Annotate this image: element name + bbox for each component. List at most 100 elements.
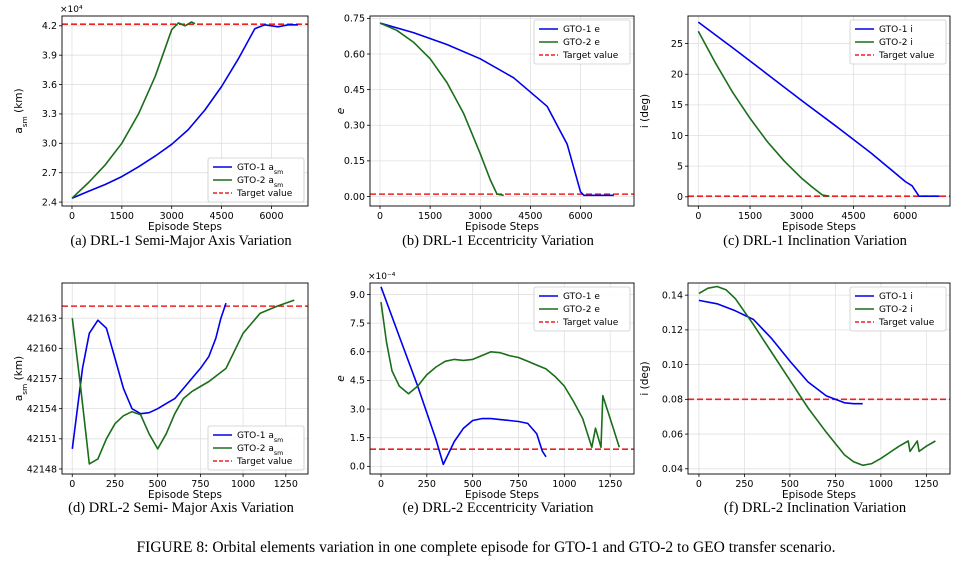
x-tick-label: 250 [735, 479, 753, 490]
legend-label: GTO-2 i [879, 305, 913, 315]
y-tick-label: 3.3 [42, 109, 57, 120]
y-tick-label: 25 [671, 39, 683, 50]
x-tick-label: 250 [106, 479, 124, 490]
legend-label: GTO-2 e [563, 305, 600, 315]
y-tick-label: 9.0 [350, 290, 365, 301]
legend-label: Target value [236, 457, 293, 467]
y-tick-label: 42163 [27, 313, 57, 324]
x-tick-label: 1000 [552, 479, 576, 490]
x-tick-label: 0 [696, 479, 702, 490]
series-line [379, 22, 504, 197]
y-tick-label: 0.10 [662, 360, 683, 371]
y-tick-label: 42160 [27, 344, 57, 355]
plot-frame [687, 282, 951, 475]
legend-box [849, 19, 947, 65]
chart-panel: 0 250 500 750 1000 1250 42148 42151 42154 42157 42… [13, 282, 309, 516]
y-tick-label: 0.00 [344, 192, 365, 203]
y-tick-label: 0.08 [662, 395, 683, 406]
y-tick-label: 0.30 [344, 121, 365, 132]
y-tick-label: 6.0 [350, 347, 365, 358]
y-axis-label: asm (km) [13, 88, 29, 133]
legend-label: GTO-1 asm [237, 163, 283, 176]
y-tick-label: 0.0 [350, 462, 365, 473]
y-tick-label: 3.9 [42, 50, 57, 61]
legend-label: Target value [878, 318, 935, 328]
series-line [698, 285, 936, 467]
x-tick-label: 500 [781, 479, 799, 490]
x-tick-label: 6000 [568, 211, 592, 222]
x-axis-label: Episode Steps [782, 221, 856, 233]
x-tick-label: 500 [149, 479, 167, 490]
x-tick-label: 0 [69, 211, 75, 222]
legend-label: GTO-2 asm [237, 176, 283, 189]
y-tick-label: 0.04 [662, 464, 683, 475]
y-tick-label: 7.5 [350, 318, 365, 329]
x-tick-label: 4500 [518, 211, 542, 222]
x-tick-label: 750 [191, 479, 209, 490]
series-line [380, 301, 621, 449]
subfigure-caption: (d) DRL-2 Semi- Major Axis Variation [68, 500, 294, 516]
x-tick-label: 6000 [259, 211, 283, 222]
y-tick-label: 3.6 [42, 80, 57, 91]
chart-panel: 0 1500 3000 4500 6000 0 5 10 15 20 25 Episode Steps… [639, 15, 951, 249]
plot-frame [369, 282, 635, 475]
y-multiplier: ×10⁻⁴ [368, 272, 396, 282]
legend-label: GTO-1 asm [237, 431, 283, 444]
y-tick-label: 4.2 [42, 21, 57, 32]
x-axis-label: Episode Steps [782, 489, 856, 501]
x-tick-label: 3000 [468, 211, 492, 222]
y-tick-label: 3.0 [42, 139, 57, 150]
y-axis-label: e [335, 375, 347, 381]
y-tick-label: 42154 [27, 404, 57, 415]
y-tick-label: 1.5 [350, 433, 365, 444]
x-tick-label: 4500 [209, 211, 233, 222]
y-tick-label: 15 [671, 100, 683, 111]
x-tick-label: 1250 [914, 479, 938, 490]
legend-label: GTO-2 i [879, 38, 913, 48]
series-line [698, 299, 863, 405]
figure-caption: FIGURE 8: Orbital elements variation in … [137, 539, 836, 556]
y-tick-label: 0.12 [662, 325, 683, 336]
legend-label: GTO-1 i [879, 25, 913, 35]
y-tick-label: 0.60 [344, 49, 365, 60]
series-line [379, 22, 614, 197]
x-tick-label: 1250 [274, 479, 298, 490]
y-tick-label: 0.15 [344, 156, 365, 167]
series-line [380, 286, 547, 466]
legend-label: GTO-1 e [563, 292, 600, 302]
y-tick-label: 0.45 [344, 85, 365, 96]
subfigure-caption: (b) DRL-1 Eccentricity Variation [402, 233, 595, 249]
subfigure-caption: (c) DRL-1 Inclination Variation [723, 233, 907, 249]
legend-label: GTO-2 asm [237, 444, 283, 457]
x-axis-label: Episode Steps [148, 221, 222, 233]
y-axis-label: i (deg) [639, 361, 651, 395]
x-tick-label: 1500 [110, 211, 134, 222]
y-tick-label: 42148 [27, 464, 57, 475]
x-axis-label: Episode Steps [465, 221, 539, 233]
chart-panel: 0 1500 3000 4500 6000 0.00 0.15 0.30 0.45 0.60 0.7… [335, 14, 635, 249]
y-tick-label: 0.75 [344, 14, 365, 25]
legend-box [849, 286, 947, 332]
y-axis-label: e [335, 108, 347, 114]
y-tick-label: 20 [671, 70, 683, 81]
legend-box [207, 157, 305, 203]
y-tick-label: 5 [677, 161, 683, 172]
x-tick-label: 0 [377, 211, 383, 222]
x-tick-label: 4500 [841, 211, 865, 222]
y-tick-label: 3.0 [350, 404, 365, 415]
plot-frame [369, 15, 635, 207]
x-tick-label: 0 [69, 479, 75, 490]
legend-label: Target value [562, 51, 619, 61]
y-multiplier: ×10⁴ [60, 5, 83, 15]
x-tick-label: 1250 [598, 479, 622, 490]
y-tick-label: 4.5 [350, 376, 365, 387]
legend-label: Target value [878, 51, 935, 61]
series-line [71, 299, 295, 465]
x-axis-label: Episode Steps [148, 489, 222, 501]
y-tick-label: 0.14 [662, 290, 683, 301]
legend-label: GTO-2 e [563, 38, 600, 48]
x-tick-label: 1500 [418, 211, 442, 222]
chart-panel: 0 250 500 750 1000 1250 0.04 0.06 0.08 0.10 0.12 0.… [639, 282, 951, 516]
y-tick-label: 2.7 [42, 168, 57, 179]
